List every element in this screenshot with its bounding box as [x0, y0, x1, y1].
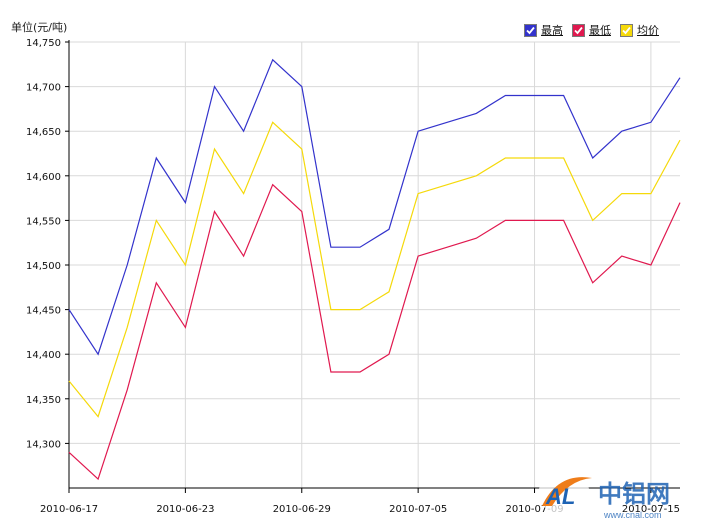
- y-axis-unit-label: 单位(元/吨): [11, 21, 68, 34]
- y-tick-label: 14,300: [26, 439, 61, 450]
- checkbox-icon[interactable]: [524, 23, 537, 37]
- legend-item-low[interactable]: 最低: [572, 22, 611, 38]
- y-tick-label: 14,450: [26, 306, 61, 317]
- y-tick-label: 14,650: [26, 127, 61, 138]
- legend: 最高 最低 均价: [524, 22, 659, 38]
- series-lines: [68, 58, 681, 481]
- watermark-swoosh-orange: [542, 477, 592, 506]
- checkbox-icon[interactable]: [620, 23, 633, 37]
- axes: [65, 40, 680, 493]
- y-tick-label: 14,550: [26, 216, 61, 227]
- series-line-high: [68, 58, 681, 356]
- x-tick-label: 2010-07-05: [389, 504, 447, 515]
- y-tick-label: 14,750: [26, 38, 61, 49]
- tick-labels: 14,300 14,350 14,400 14,450 14,500 14,550 14,6…: [26, 38, 680, 515]
- legend-item-average[interactable]: 均价: [620, 22, 659, 38]
- y-tick-label: 14,600: [26, 172, 61, 183]
- series-line-average: [68, 121, 681, 418]
- legend-label[interactable]: 最低: [589, 24, 611, 37]
- y-tick-label: 14,700: [26, 83, 61, 94]
- y-tick-label: 14,500: [26, 261, 61, 272]
- checkbox-icon[interactable]: [572, 23, 585, 37]
- legend-item-high[interactable]: 最高: [524, 22, 563, 38]
- x-tick-label: 2010-06-17: [40, 504, 98, 515]
- watermark-url: www.cnal.com: [603, 510, 662, 520]
- y-tick-label: 14,350: [26, 395, 61, 406]
- x-tick-label: 2010-06-23: [156, 504, 214, 515]
- x-tick-label: 2010-07-09: [505, 504, 563, 515]
- watermark-logo: AL 中铝网 www.cnal.com: [538, 474, 670, 520]
- legend-label[interactable]: 均价: [637, 24, 659, 37]
- y-tick-label: 14,400: [26, 350, 61, 361]
- grid: [69, 41, 680, 488]
- watermark-logo-text: AL: [545, 484, 575, 509]
- watermark-brand-text: 中铝网: [598, 480, 670, 508]
- x-tick-label: 2010-06-29: [273, 504, 331, 515]
- x-tick-label: 2010-07-15: [622, 504, 680, 515]
- series-line-low: [68, 183, 681, 481]
- legend-label[interactable]: 最高: [541, 24, 563, 37]
